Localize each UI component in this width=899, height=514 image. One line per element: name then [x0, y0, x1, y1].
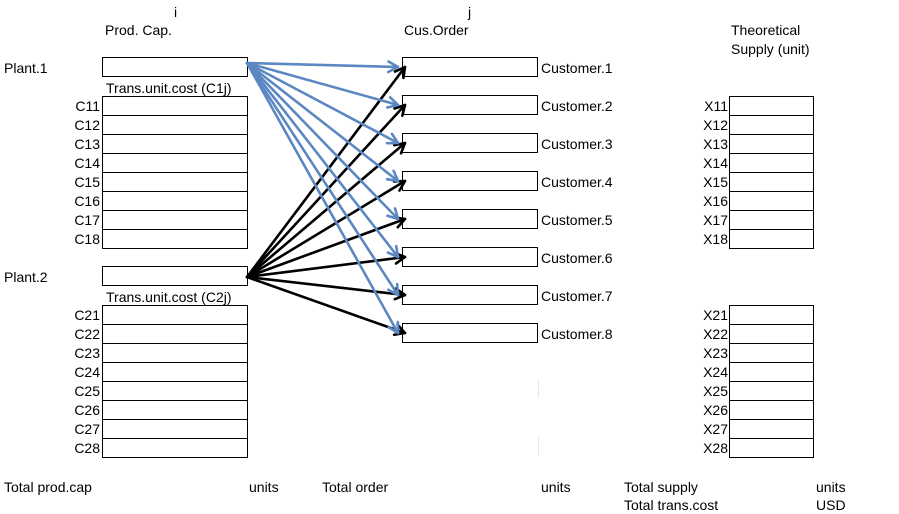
customer-label-6: Customer.6: [541, 250, 613, 266]
header-supply-unit: Supply (unit): [731, 41, 810, 57]
cost-label-c18: C18: [74, 231, 100, 247]
supply-label-x18: X18: [703, 231, 728, 247]
header-i: i: [174, 4, 178, 20]
usd-label: USD: [816, 497, 846, 513]
supply-cell-x18[interactable]: [729, 229, 814, 249]
supply-label-x21: X21: [703, 307, 728, 323]
cost-label-c14: C14: [74, 155, 100, 171]
supply-label-x22: X22: [703, 326, 728, 342]
customer-label-3: Customer.3: [541, 136, 613, 152]
cost-label-c23: C23: [74, 345, 100, 361]
plant-1-cost-title: Trans.unit.cost (C1j): [106, 80, 232, 96]
units-label-2: units: [541, 479, 571, 495]
cost-label-c21: C21: [74, 307, 100, 323]
arrow-plant-1-to-customer-8: [245, 61, 400, 335]
supply-label-x11: X11: [704, 98, 728, 114]
supply-label-x14: X14: [703, 155, 728, 171]
cost-label-c15: C15: [74, 174, 100, 190]
supply-cell-x28[interactable]: [729, 438, 814, 458]
arrow-plant-2-to-customer-2: [245, 103, 407, 279]
customer-label-4: Customer.4: [541, 174, 613, 190]
customer-label-5: Customer.5: [541, 212, 613, 228]
plant-2-label: Plant.2: [4, 269, 48, 285]
supply-label-x12: X12: [703, 117, 728, 133]
cost-label-c16: C16: [74, 193, 100, 209]
arrow-plant-2-to-customer-7: [245, 275, 407, 301]
supply-label-x28: X28: [703, 440, 728, 456]
units-label-3: units: [816, 479, 846, 495]
customer-label-8: Customer.8: [541, 326, 613, 342]
total-order-label: Total order: [322, 479, 389, 495]
arrow-plant-1-to-customer-5: [245, 61, 400, 221]
total-trans-cost-label: Total trans.cost: [624, 497, 719, 513]
units-label-1: units: [249, 479, 279, 495]
supply-label-x27: X27: [703, 421, 728, 437]
arrow-plant-1-to-customer-7: [245, 61, 400, 297]
cost-cell-c18[interactable]: [102, 229, 248, 249]
total-prod-cap-label: Total prod.cap: [4, 479, 92, 495]
cost-label-c22: C22: [74, 326, 100, 342]
supply-label-x26: X26: [703, 402, 728, 418]
cost-label-c27: C27: [74, 421, 100, 437]
header-cus-order: Cus.Order: [404, 22, 469, 38]
plant-1-label: Plant.1: [4, 60, 48, 76]
header-j: j: [468, 4, 472, 20]
cost-label-c17: C17: [74, 212, 100, 228]
supply-label-x23: X23: [703, 345, 728, 361]
cost-label-c13: C13: [74, 136, 100, 152]
customer-label-1: Customer.1: [541, 60, 613, 76]
arrow-plant-1-to-customer-2: [245, 61, 400, 109]
supply-label-x16: X16: [703, 193, 728, 209]
supply-label-x25: X25: [703, 383, 728, 399]
supply-label-x15: X15: [703, 174, 728, 190]
cost-label-c24: C24: [74, 364, 100, 380]
cost-label-c12: C12: [74, 117, 100, 133]
total-supply-label: Total supply: [624, 479, 698, 495]
supply-label-x17: X17: [703, 212, 728, 228]
cost-cell-c28[interactable]: [102, 438, 248, 458]
arrow-plant-1-to-customer-6: [245, 61, 400, 259]
customer-label-7: Customer.7: [541, 288, 613, 304]
arrow-plant-1-to-customer-3: [245, 61, 400, 145]
cost-label-c28: C28: [74, 440, 100, 456]
supply-label-x13: X13: [703, 136, 728, 152]
arrow-plant-2-to-customer-1: [245, 65, 407, 279]
separator-line: [538, 380, 539, 398]
plant-2-cost-title: Trans.unit.cost (C2j): [106, 289, 232, 305]
cost-label-c25: C25: [74, 383, 100, 399]
arrow-plant-1-to-customer-1: [245, 60, 400, 74]
cost-label-c26: C26: [74, 402, 100, 418]
customer-label-2: Customer.2: [541, 98, 613, 114]
separator-line: [538, 437, 539, 455]
cost-label-c11: C11: [75, 98, 100, 114]
header-theoretical: Theoretical: [731, 22, 801, 38]
plant-1-capacity-input[interactable]: [102, 57, 248, 77]
arrow-plant-1-to-customer-4: [245, 61, 400, 183]
supply-label-x24: X24: [703, 364, 728, 380]
header-prod-cap: Prod. Cap.: [105, 22, 172, 38]
